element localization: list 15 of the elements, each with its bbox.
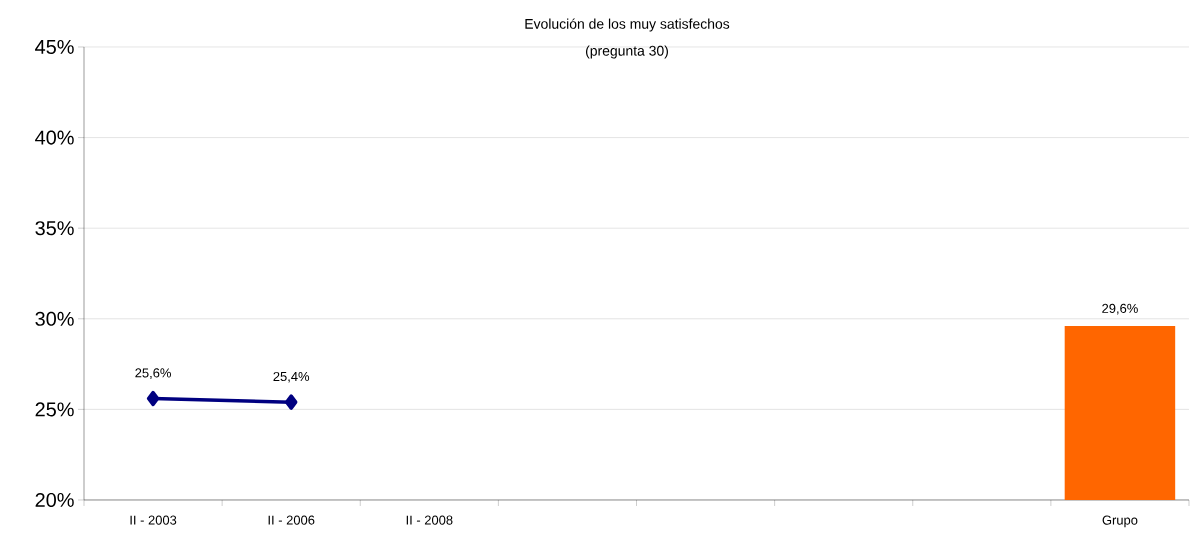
data-label: 25,6%: [135, 368, 171, 379]
y-tick-label: 25%: [35, 402, 74, 417]
chart-title: Evolución de los muy satisfechos: [525, 18, 730, 32]
chart-subtitle: (pregunta 30): [585, 45, 668, 59]
data-label: 25,4%: [273, 371, 310, 383]
y-tick-label: 20%: [35, 492, 74, 508]
y-tick-label: 30%: [35, 311, 74, 326]
x-tick-label: II - 2006: [268, 515, 315, 525]
x-tick-label: II - 2003: [130, 515, 177, 525]
x-tick-label: Grupo: [1102, 515, 1138, 528]
y-tick-label: 45%: [35, 39, 74, 54]
y-tick-label: 40%: [35, 130, 74, 145]
data-label: 29,6%: [1102, 303, 1138, 315]
y-tick-label: 35%: [35, 221, 74, 236]
x-tick-label: II - 2008: [406, 515, 453, 525]
